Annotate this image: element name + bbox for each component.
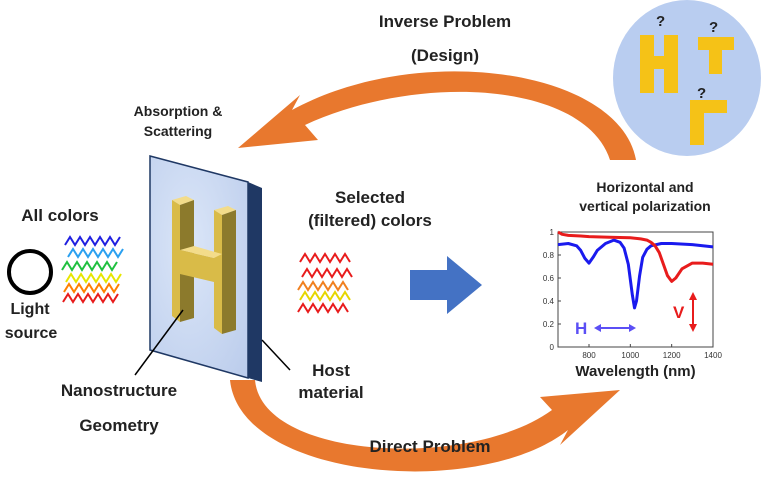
- design-bubble: [613, 0, 761, 156]
- x-tick-label: 1000: [621, 351, 639, 360]
- all-colors-label: All colors: [21, 206, 99, 225]
- direct-problem-arrow: [230, 380, 620, 472]
- host-material-edge: [248, 182, 262, 382]
- h-arrow-head-right: [629, 324, 636, 332]
- y-tick-label: 0.2: [543, 320, 555, 329]
- spectrum-chart: 800 1000 1200 1400 0 0.2 0.4 0.6 0.8 1 Wavelength …: [543, 228, 723, 380]
- h-arrow-head-left: [594, 324, 601, 332]
- selected-label-1: Selected: [335, 188, 405, 207]
- absorption-label-1: Absorption &: [133, 103, 223, 119]
- host-label-2: material: [298, 383, 364, 402]
- transmission-arrow: [410, 256, 482, 314]
- v-arrow-head-top: [689, 292, 697, 300]
- question-mark-3: ?: [697, 85, 706, 102]
- x-tick-label: 1200: [663, 351, 681, 360]
- y-tick-label: 0: [550, 343, 555, 352]
- x-tick-label: 1400: [704, 351, 722, 360]
- host-label-1: Host: [312, 361, 350, 380]
- direct-problem-label: Direct Problem: [369, 437, 491, 456]
- inverse-problem-arrow: [238, 71, 636, 160]
- y-tick-label: 0.4: [543, 297, 555, 306]
- y-tick-label: 0.8: [543, 251, 555, 260]
- design-label: (Design): [411, 46, 479, 65]
- l-shape-candidate: [690, 100, 727, 145]
- nanostructure-label: Nanostructure: [60, 381, 178, 400]
- inverse-problem-label: Inverse Problem: [378, 12, 512, 31]
- h-polarization-label: H: [575, 319, 587, 338]
- x-tick-label: 800: [582, 351, 596, 360]
- x-axis-label: Wavelength (nm): [575, 363, 695, 380]
- y-tick-label: 1: [550, 228, 555, 237]
- question-mark-2: ?: [709, 19, 718, 36]
- y-tick-label: 0.6: [543, 274, 555, 283]
- nanostructure-pointer: [134, 309, 184, 376]
- selected-colors-waves: [297, 252, 353, 314]
- source-label: source: [4, 325, 58, 342]
- h-shape-candidate: [640, 35, 678, 93]
- t-shape-candidate: [698, 37, 734, 74]
- selected-label-2: (filtered) colors: [308, 211, 432, 230]
- geometry-label: Geometry: [79, 416, 159, 435]
- h-nanostructure: [172, 196, 236, 334]
- v-polarization-label: V: [673, 303, 685, 322]
- light-label: Light: [10, 301, 50, 318]
- all-colors-waves: [61, 235, 124, 304]
- polarization-label-1: Horizontal and: [596, 179, 694, 195]
- question-mark-1: ?: [656, 13, 665, 30]
- series-line-1: [557, 230, 714, 283]
- v-arrow-head-bottom: [689, 324, 697, 332]
- polarization-label-2: vertical polarization: [579, 198, 711, 214]
- host-material-pointer: [261, 339, 291, 371]
- absorption-label-2: Scattering: [143, 123, 213, 139]
- light-source-circle: [7, 249, 53, 295]
